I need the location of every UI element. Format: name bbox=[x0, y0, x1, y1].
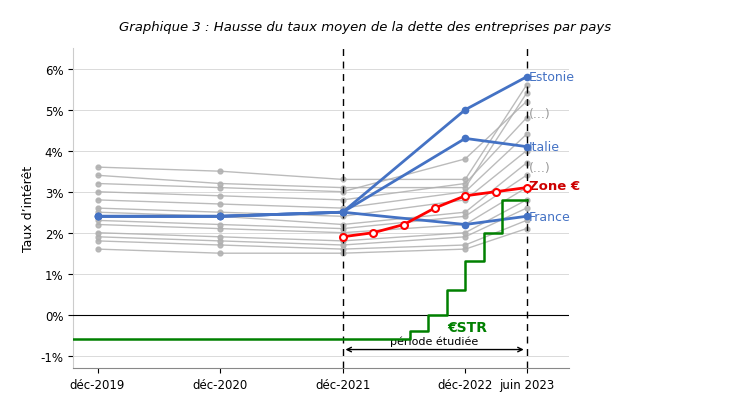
Text: Graphique 3 : Hausse du taux moyen de la dette des entreprises par pays: Graphique 3 : Hausse du taux moyen de la… bbox=[119, 20, 611, 34]
Text: France: France bbox=[529, 210, 571, 223]
Text: Italie: Italie bbox=[529, 141, 560, 154]
Text: (...): (...) bbox=[529, 161, 550, 174]
Text: €STR: €STR bbox=[447, 320, 487, 334]
Text: (...): (...) bbox=[529, 108, 550, 121]
Y-axis label: Taux d’intérêt: Taux d’intérêt bbox=[22, 166, 35, 252]
Text: période étudiée: période étudiée bbox=[391, 336, 479, 346]
Text: Estonie: Estonie bbox=[529, 71, 575, 84]
Text: Zone €: Zone € bbox=[529, 180, 580, 193]
